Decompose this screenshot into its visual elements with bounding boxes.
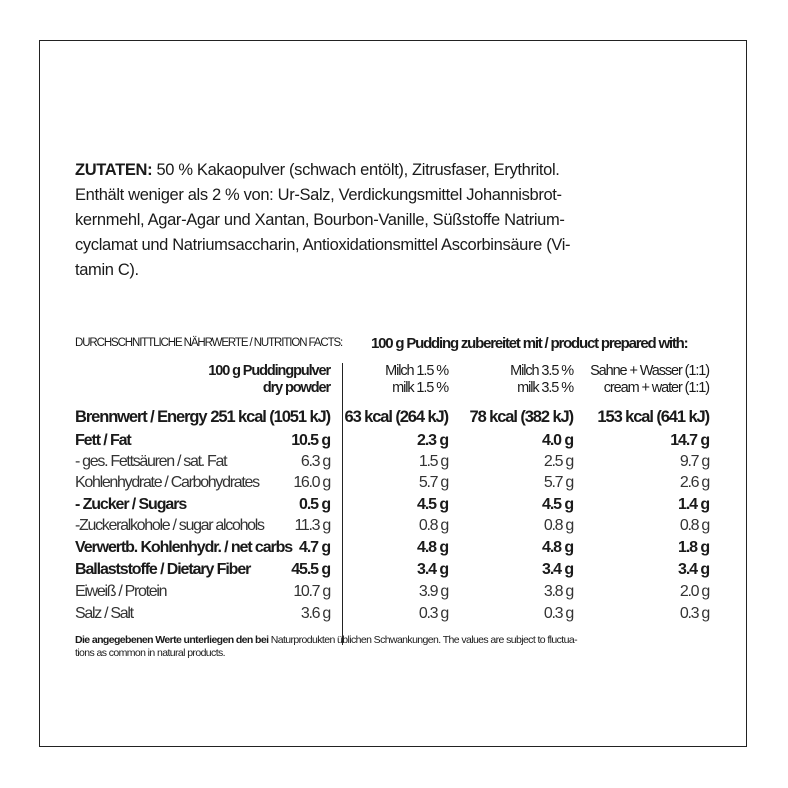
prepared-title: 100 g Pudding zubereitet mit / product p… — [371, 335, 689, 352]
nutrition-row: Verwertb. Kohlenhydr. / net carbs 4.7 g 4.… — [75, 539, 715, 561]
ingredients-line: Enthält weniger als 2 % von: Ur-Salz, Ve… — [75, 186, 562, 204]
column-divider — [342, 363, 343, 645]
nutrient-value: 0.8 g — [543, 517, 574, 534]
ingredients-heading: ZUTATEN: — [75, 161, 153, 179]
nutrient-value: 0.5 g — [299, 496, 331, 513]
nutrient-label: - ges. Fettsäuren / sat. Fat — [75, 453, 228, 470]
nutrient-label: Salz / Salt — [75, 605, 134, 622]
footnote-text-2: tions as common in natural products. — [75, 647, 226, 659]
nutrient-label: -Zuckeralkohole / sugar alcohols — [75, 517, 265, 534]
nutrient-value: 3.4 g — [542, 561, 574, 578]
nutrient-label: - Zucker / Sugars — [75, 496, 187, 513]
nutrient-value: 14.7 g — [670, 432, 710, 449]
nutrient-value: 0.3 g — [543, 605, 574, 622]
nutrient-value: 4.8 g — [417, 539, 449, 556]
nutrition-row: - Zucker / Sugars 0.5 g 4.5 g 4.5 g 1.4 g — [75, 496, 715, 518]
nutrient-value: 3.4 g — [678, 561, 710, 578]
column-header-line: Milch 3.5 % — [510, 363, 574, 379]
column-header-line: Sahne + Wasser (1:1) — [590, 363, 710, 379]
nutrient-value: 4.0 g — [542, 432, 574, 449]
nutrient-value: 3.9 g — [418, 583, 449, 600]
footnote-bold: Die angegebenen Werte unterliegen den be… — [75, 634, 269, 646]
nutrient-value: 0.8 g — [679, 517, 710, 534]
nutrient-value: 4.7 g — [299, 539, 331, 556]
nutrient-value: 6.3 g — [300, 453, 331, 470]
nutrient-label: Ballaststoffe / Dietary Fiber — [75, 561, 251, 578]
ingredients-line: cyclamat und Natriumsaccharin, Antioxida… — [75, 236, 571, 254]
nutrient-value: 3.6 g — [300, 605, 331, 622]
nutrition-row: Fett / Fat 10.5 g 2.3 g 4.0 g 14.7 g — [75, 432, 715, 454]
nutrient-label: Eiweiß / Protein — [75, 583, 168, 600]
nutrient-value: 4.8 g — [542, 539, 574, 556]
column-header-line: cream + water (1:1) — [603, 380, 710, 396]
nutrient-value: 45.5 g — [291, 561, 331, 578]
nutrient-value: 2.6 g — [679, 474, 710, 491]
nutrient-label: Brennwert / Energy — [75, 408, 208, 426]
column-header-line: Milch 1.5 % — [385, 363, 449, 379]
ingredients-line: tamin C). — [75, 261, 139, 279]
ingredients-main: 50 % Kakaopulver (schwach entölt), Zitru… — [156, 161, 560, 179]
column-header-cream: Sahne + Wasser (1:1) cream + water (1:1) — [590, 363, 710, 397]
nutrient-value: 78 kcal (382 kJ) — [469, 408, 575, 426]
nutrition-row: Kohlenhydrate / Carbohydrates 16.0 g 5.7 g… — [75, 474, 715, 496]
nutrient-value: 1.4 g — [678, 496, 710, 513]
nutrient-value: 1.5 g — [418, 453, 449, 470]
nutrient-value: 251 kcal (1051 kJ) — [210, 408, 331, 426]
nutrient-label: Verwertb. Kohlenhydr. / net carbs — [75, 539, 293, 556]
nutrient-value: 0.3 g — [679, 605, 710, 622]
nutrient-value: 4.5 g — [417, 496, 449, 513]
nutrient-value: 2.0 g — [679, 583, 710, 600]
nutrient-label: Fett / Fat — [75, 432, 132, 449]
footnote: Die angegebenen Werte unterliegen den be… — [75, 634, 715, 660]
nutrient-value: 0.8 g — [418, 517, 449, 534]
label-frame — [39, 40, 747, 747]
column-header-line: milk 1.5 % — [392, 380, 449, 396]
nutrient-value: 2.5 g — [543, 453, 574, 470]
footnote-text: Naturprodukten üblichen Schwankungen. Th… — [268, 634, 578, 646]
nutrient-value: 9.7 g — [679, 453, 710, 470]
nutrient-value: 63 kcal (264 kJ) — [344, 408, 450, 426]
ingredients-line: kernmehl, Agar-Agar und Xantan, Bourbon-… — [75, 211, 565, 229]
nutrition-row: -Zuckeralkohole / sugar alcohols 11.3 g 0.… — [75, 517, 715, 539]
column-header-line: dry powder — [262, 380, 331, 396]
nutrition-row: Eiweiß / Protein 10.7 g 3.9 g 3.8 g 2.0 g — [75, 583, 715, 605]
nutrient-value: 16.0 g — [293, 474, 331, 491]
nutrient-value: 5.7 g — [543, 474, 574, 491]
nutrient-value: 3.4 g — [417, 561, 449, 578]
nutrient-value: 153 kcal (641 kJ) — [597, 408, 710, 426]
nutrient-value: 11.3 g — [294, 517, 332, 534]
nutrition-row: Salz / Salt 3.6 g 0.3 g 0.3 g 0.3 g — [75, 605, 715, 627]
nutrient-value: 3.8 g — [543, 583, 574, 600]
nutrient-label: Kohlenhydrate / Carbohydrates — [75, 474, 260, 491]
nutrient-value: 2.3 g — [417, 432, 449, 449]
nutrition-title: DURCHSCHNITTLICHE NÄHRWERTE / NUTRITION … — [75, 337, 343, 349]
nutrient-value: 5.7 g — [418, 474, 449, 491]
column-header-line: 100 g Puddingpulver — [208, 363, 331, 379]
nutrition-row: Ballaststoffe / Dietary Fiber 45.5 g 3.4 g… — [75, 561, 715, 583]
ingredients-section: ZUTATEN: 50 % Kakaopulver (schwach entöl… — [75, 158, 725, 283]
column-header-line: milk 3.5 % — [517, 380, 574, 396]
nutrient-value: 10.7 g — [293, 583, 331, 600]
column-header-milk15: Milch 1.5 % milk 1.5 % — [385, 363, 449, 397]
nutrient-value: 1.8 g — [678, 539, 710, 556]
nutrition-row: - ges. Fettsäuren / sat. Fat 6.3 g 1.5 g 2.… — [75, 453, 715, 475]
nutrient-value: 0.3 g — [418, 605, 449, 622]
column-header-milk35: Milch 3.5 % milk 3.5 % — [510, 363, 574, 397]
nutrient-value: 10.5 g — [291, 432, 331, 449]
nutrition-row: Brennwert / Energy 251 kcal (1051 kJ) 63 k… — [75, 408, 715, 430]
nutrient-value: 4.5 g — [542, 496, 574, 513]
column-header-dry: 100 g Puddingpulver dry powder — [208, 363, 331, 397]
